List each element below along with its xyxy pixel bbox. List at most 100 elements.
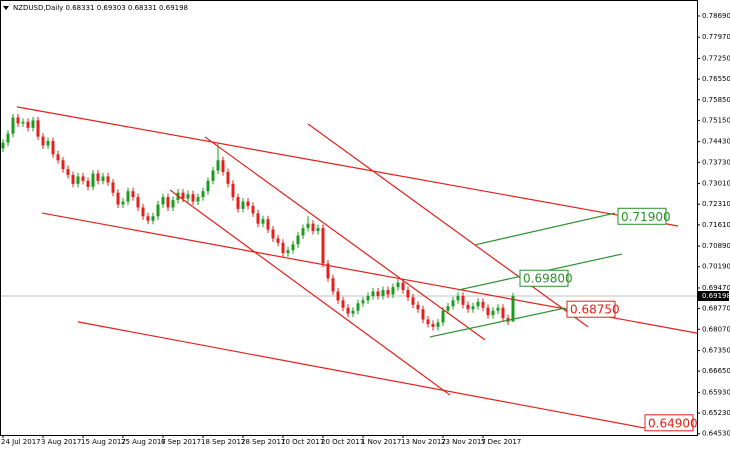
- y-tick-label: 0.75850: [702, 96, 730, 104]
- candle-body: [1, 142, 5, 149]
- candle-body: [396, 282, 400, 288]
- trendline: [307, 123, 589, 328]
- candle-body: [31, 120, 35, 128]
- candle-body: [356, 303, 360, 311]
- candle-body: [351, 310, 355, 314]
- candle-body: [426, 319, 430, 324]
- candle-body: [151, 216, 155, 221]
- candle-body: [96, 173, 100, 181]
- candle-body: [321, 228, 325, 264]
- candle-body: [26, 121, 30, 128]
- candle-body: [436, 322, 440, 327]
- candle-body: [446, 306, 450, 311]
- x-tick-label: 23 Nov 2017: [441, 438, 486, 446]
- price-label: 0.68750: [570, 303, 620, 317]
- y-tick-label: 0.70190: [702, 263, 730, 271]
- price-label-box: [519, 269, 569, 287]
- menu-icon[interactable]: [3, 6, 9, 10]
- y-tick-label: 0.77250: [702, 54, 730, 62]
- y-tick-label: 0.73010: [702, 180, 730, 188]
- candle-body: [166, 197, 170, 208]
- candle-body: [286, 250, 290, 254]
- candle-body: [401, 282, 405, 291]
- candle-body: [361, 300, 365, 304]
- candle-body: [301, 228, 305, 236]
- trendline: [474, 212, 616, 246]
- candle-body: [41, 136, 45, 146]
- candle-body: [381, 290, 385, 296]
- candle-body: [346, 307, 350, 314]
- candle-body: [386, 290, 390, 295]
- candle-body: [51, 141, 55, 155]
- candle-body: [261, 219, 265, 224]
- candle-body: [231, 183, 235, 198]
- candle-body: [21, 121, 25, 124]
- candle-body: [236, 197, 240, 209]
- candle-body: [66, 169, 70, 175]
- candle-body: [281, 242, 285, 254]
- candle-body: [336, 291, 340, 301]
- price-label-box: [566, 300, 616, 318]
- candle-body: [371, 291, 375, 296]
- y-tick-label: 0.75150: [702, 116, 730, 124]
- candle-body: [206, 180, 210, 192]
- y-tick-label: 0.78690: [702, 12, 730, 20]
- candle-body: [471, 306, 475, 310]
- candle-body: [221, 160, 225, 173]
- price-label: 0.69800: [523, 272, 573, 286]
- x-tick-label: 13 Nov 2017: [401, 438, 446, 446]
- candle-body: [276, 238, 280, 243]
- candle-body: [476, 301, 480, 307]
- candle-body: [186, 194, 190, 199]
- trendline: [169, 189, 451, 396]
- candle-body: [416, 304, 420, 310]
- candle-body: [141, 207, 145, 217]
- trendline: [77, 321, 646, 429]
- candle-body: [481, 301, 485, 308]
- plot: 0.71900 0.69800 0.68750 0.64900: [1, 106, 697, 432]
- candle-body: [451, 300, 455, 307]
- candle-body: [111, 182, 115, 193]
- trendline: [204, 136, 486, 341]
- candle-body: [366, 295, 370, 301]
- candle-body: [421, 309, 425, 320]
- candle-body: [6, 133, 10, 143]
- candle-body: [391, 287, 395, 295]
- candle-body: [61, 160, 65, 170]
- y-tick-label: 0.71610: [702, 221, 730, 229]
- x-tick-label: 28 Sep 2017: [241, 438, 285, 446]
- candle-body: [11, 117, 15, 134]
- candle-body: [466, 304, 470, 310]
- candle-body: [161, 197, 165, 205]
- candle-body: [171, 200, 175, 208]
- trendline: [16, 106, 679, 227]
- x-tick-label: 24 Jul 2017: [1, 438, 41, 446]
- candle-body: [131, 191, 135, 198]
- candle-body: [341, 300, 345, 308]
- candle-body: [296, 235, 300, 245]
- candle-body: [181, 192, 185, 199]
- x-tick-label: 18 Sep 2017: [201, 438, 245, 446]
- candle-body: [136, 197, 140, 208]
- y-tick-label: 0.72310: [702, 200, 730, 208]
- candle-body: [81, 176, 85, 181]
- y-tick-label: 0.65930: [702, 388, 730, 396]
- candle-body: [16, 117, 20, 124]
- current-price-label: 0.69198: [702, 292, 730, 300]
- candle-body: [486, 307, 490, 316]
- candle-body: [211, 170, 215, 181]
- x-tick-label: 25 Aug 2017: [121, 438, 166, 446]
- price-label: 0.71900: [621, 210, 671, 224]
- x-tick-label: 10 Oct 2017: [281, 438, 324, 446]
- x-tick-label: 5 Dec 2017: [481, 438, 521, 446]
- candle-body: [406, 290, 410, 298]
- candle-body: [101, 176, 105, 181]
- candle-body: [491, 310, 495, 316]
- candle-body: [226, 172, 230, 184]
- x-tick-label: 6 Sep 2017: [161, 438, 201, 446]
- candle-body: [71, 174, 75, 184]
- y-tick-label: 0.76550: [702, 75, 730, 83]
- candle-body: [251, 205, 255, 214]
- candle-body: [326, 263, 330, 279]
